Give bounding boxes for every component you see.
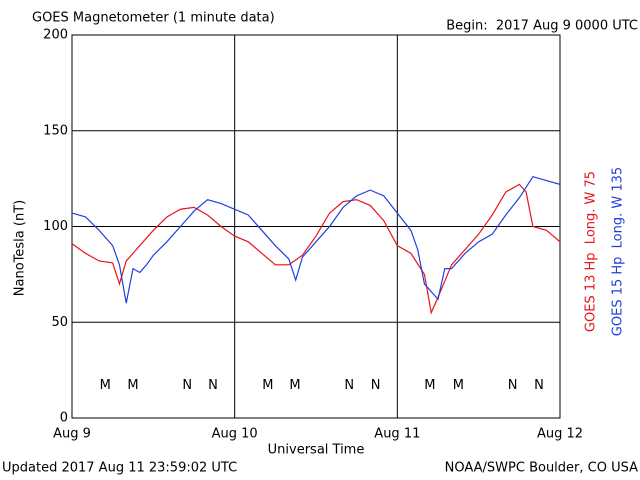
event-marker: M: [424, 378, 435, 393]
event-marker: M: [453, 378, 464, 393]
y-tick-label: 50: [51, 315, 68, 330]
event-marker: N: [371, 378, 381, 393]
event-marker: N: [208, 378, 218, 393]
series-line: [71, 176, 561, 304]
series-line: [71, 183, 561, 315]
x-tick-label: Aug 12: [537, 427, 583, 442]
footer-left: Updated 2017 Aug 11 23:59:02 UTC: [2, 461, 237, 476]
footer-right: NOAA/SWPC Boulder, CO USA: [445, 461, 638, 476]
event-marker: N: [534, 378, 544, 393]
event-marker: M: [100, 378, 111, 393]
event-marker: M: [289, 378, 300, 393]
event-marker: N: [344, 378, 354, 393]
y-tick-label: 200: [43, 28, 68, 43]
event-marker: M: [262, 378, 273, 393]
x-axis-label: Universal Time: [268, 443, 365, 458]
x-tick-label: Aug 10: [212, 427, 258, 442]
event-marker: N: [508, 378, 518, 393]
legend-label: GOES 15 Hp Long. W 135: [611, 167, 626, 336]
x-tick-label: Aug 9: [53, 427, 91, 442]
event-marker: N: [182, 378, 192, 393]
plot-frame: [71, 34, 561, 419]
y-axis-label: NanoTesla (nT): [13, 200, 28, 296]
x-tick-label: Aug 11: [374, 427, 420, 442]
y-tick-label: 150: [43, 123, 68, 138]
y-tick-label: 0: [60, 411, 68, 426]
chart-subtitle: Begin: 2017 Aug 9 0000 UTC: [446, 19, 638, 34]
legend-label: GOES 13 Hp Long. W 75: [584, 171, 599, 332]
chart-title: GOES Magnetometer (1 minute data): [32, 11, 275, 26]
y-tick-label: 100: [43, 219, 68, 234]
event-marker: M: [127, 378, 138, 393]
